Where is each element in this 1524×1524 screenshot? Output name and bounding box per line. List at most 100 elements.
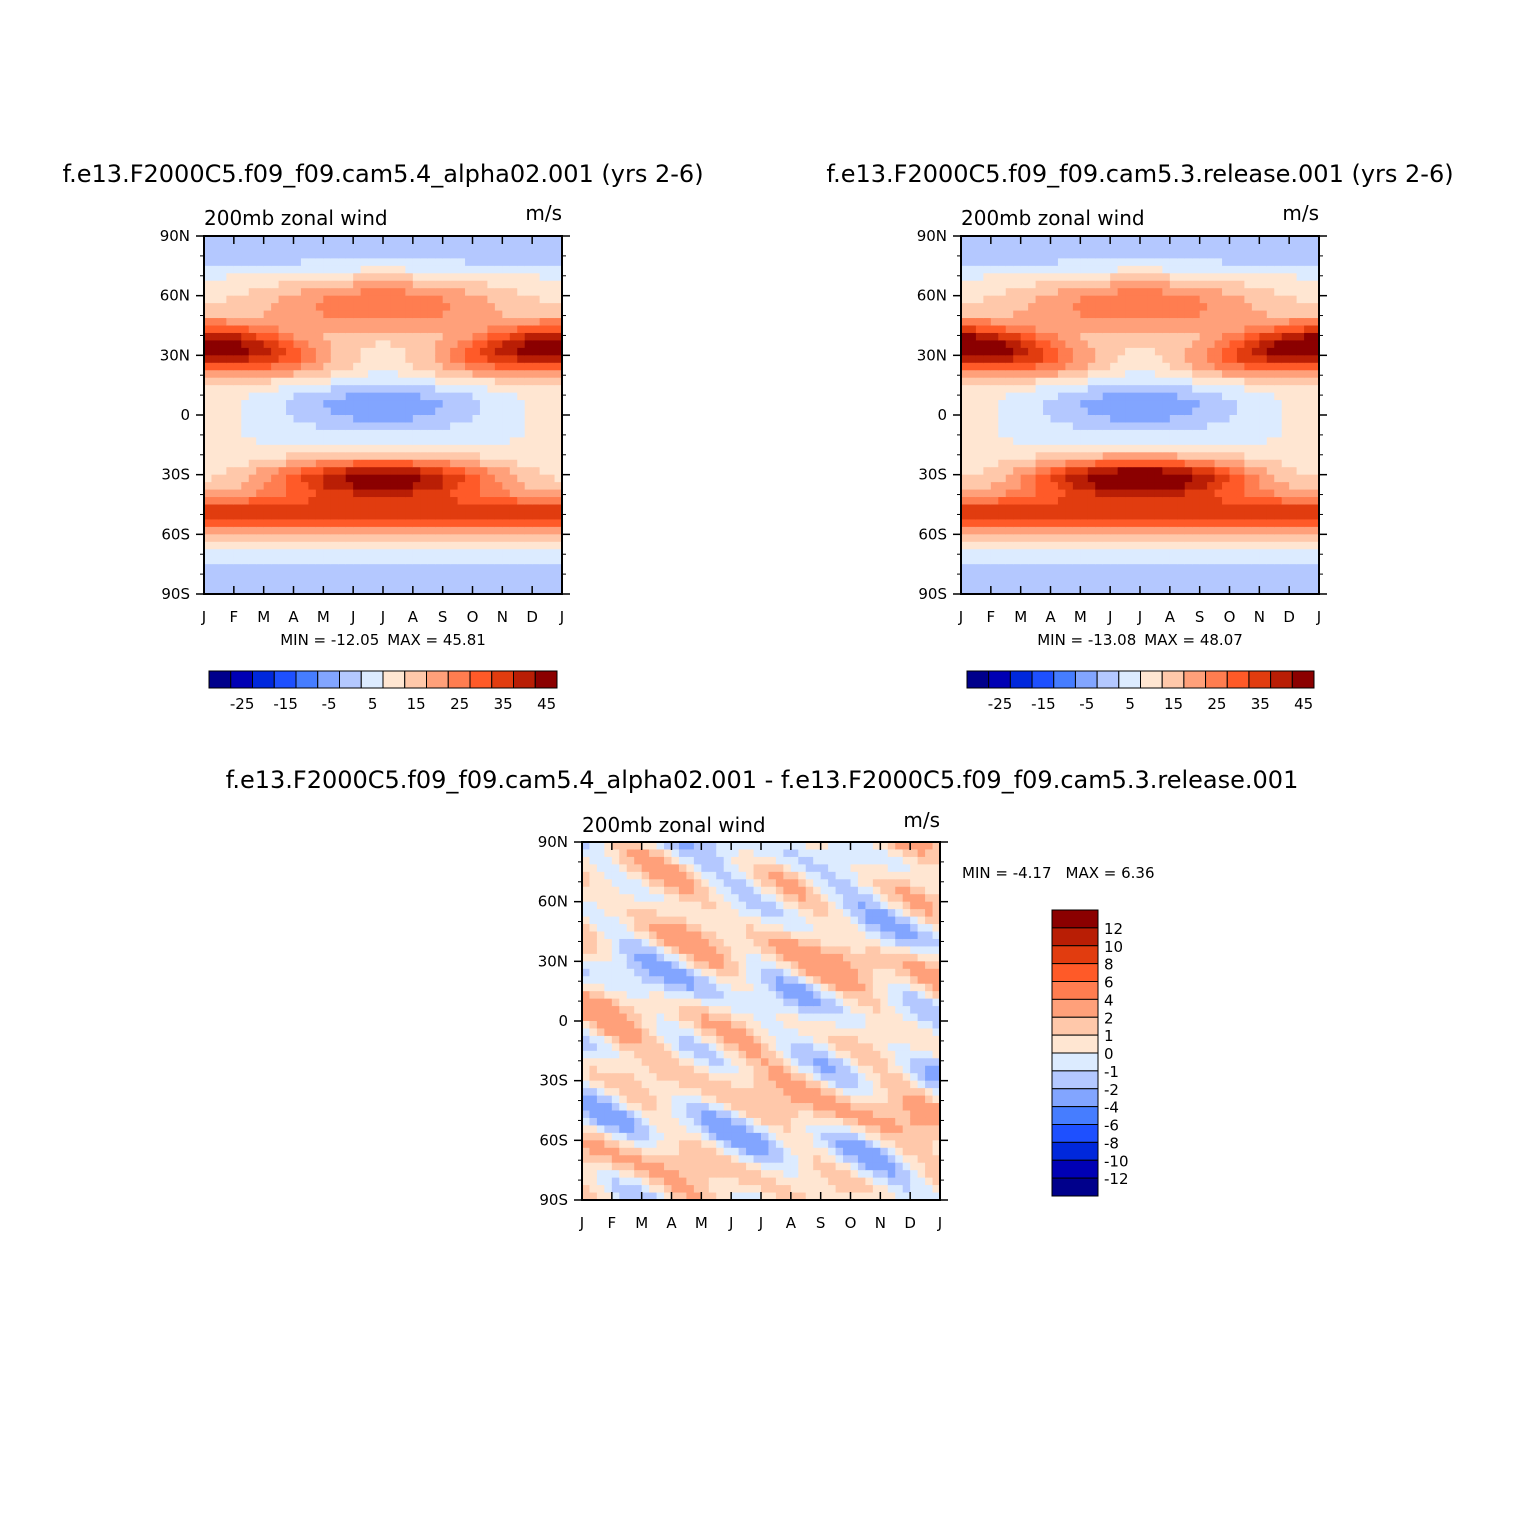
- contour-cell: [479, 362, 489, 371]
- contour-cell: [1199, 571, 1208, 580]
- contour-cell: [1140, 482, 1149, 491]
- contour-cell: [368, 362, 377, 371]
- contour-cell: [1154, 243, 1163, 252]
- contour-cell: [1296, 295, 1305, 304]
- contour-cell: [1169, 325, 1178, 334]
- contour-cell: [226, 526, 235, 535]
- contour-cell: [494, 325, 503, 334]
- contour-cell: [472, 236, 481, 245]
- contour-cell: [1229, 415, 1238, 424]
- contour-cell: [1020, 489, 1029, 498]
- contour-cell: [1140, 497, 1149, 506]
- contour-cell: [983, 429, 992, 438]
- contour-cell: [539, 332, 548, 342]
- contour-cell: [465, 422, 474, 431]
- contour-cell: [233, 258, 242, 267]
- contour-cell: [1274, 280, 1283, 289]
- contour-cell: [1281, 392, 1290, 401]
- contour-cell: [1110, 519, 1119, 528]
- contour-cell: [315, 347, 324, 356]
- contour-cell: [360, 332, 369, 342]
- contour-cell: [1281, 265, 1290, 274]
- contour-cell: [524, 325, 533, 334]
- contour-cell: [1013, 534, 1022, 543]
- contour-cell: [338, 564, 347, 573]
- contour-cell: [405, 564, 414, 573]
- contour-cell: [539, 258, 548, 267]
- contour-cell: [427, 519, 436, 528]
- contour-cell: [1229, 407, 1238, 416]
- colorbar-box: [1053, 670, 1076, 689]
- contour-cell: [1207, 385, 1216, 394]
- contour-cell: [345, 541, 354, 550]
- contour-cell: [353, 280, 362, 289]
- contour-cell: [1005, 549, 1014, 558]
- contour-cell: [226, 258, 235, 267]
- contour-cell: [308, 288, 317, 297]
- contour-cell: [248, 303, 257, 312]
- contour-cell: [968, 489, 977, 498]
- contour-cell: [1117, 385, 1126, 394]
- contour-cell: [271, 459, 280, 468]
- contour-cell: [1125, 265, 1134, 274]
- contour-cell: [308, 541, 317, 550]
- contour-cell: [502, 250, 511, 259]
- contour-cell: [1199, 467, 1208, 476]
- contour-cell: [596, 1043, 605, 1052]
- contour-cell: [323, 273, 332, 282]
- contour-cell: [1087, 467, 1096, 476]
- contour-cell: [1057, 526, 1067, 535]
- contour-cell: [308, 549, 317, 558]
- contour-cell: [218, 362, 227, 371]
- contour-cell: [1132, 519, 1141, 528]
- contour-cell: [1140, 377, 1149, 386]
- contour-cell: [248, 310, 257, 319]
- contour-cell: [1043, 258, 1052, 267]
- contour-cell: [502, 482, 511, 491]
- contour-cell: [1154, 258, 1163, 267]
- contour-cell: [1065, 526, 1074, 535]
- contour-cell: [1050, 437, 1059, 446]
- contour-cell: [457, 519, 466, 528]
- contour-cell: [390, 407, 399, 416]
- contour-cell: [1005, 347, 1014, 356]
- contour-cell: [233, 265, 242, 274]
- contour-cell: [420, 377, 429, 386]
- contour-cell: [1080, 571, 1089, 580]
- contour-cell: [405, 400, 414, 409]
- contour-cell: [1065, 392, 1074, 401]
- contour-cell: [1244, 571, 1253, 580]
- contour-cell: [457, 437, 466, 446]
- contour-cell: [1199, 332, 1208, 342]
- contour-cell: [1065, 579, 1074, 588]
- contour-cell: [968, 340, 977, 349]
- contour-cell: [397, 422, 406, 431]
- contour-cell: [412, 526, 421, 535]
- contour-cell: [1005, 519, 1014, 528]
- contour-cell: [1229, 422, 1238, 431]
- contour-cell: [1147, 422, 1156, 431]
- contour-cell: [1304, 385, 1313, 394]
- contour-cell: [1005, 459, 1014, 468]
- contour-cell: [589, 938, 598, 948]
- contour-cell: [547, 444, 556, 453]
- contour-cell: [1192, 564, 1201, 573]
- contour-cell: [509, 571, 518, 580]
- contour-cell: [1192, 288, 1201, 297]
- contour-cell: [1043, 265, 1052, 274]
- contour-cell: [338, 273, 347, 282]
- contour-cell: [435, 325, 444, 334]
- contour-cell: [323, 511, 332, 521]
- contour-cell: [998, 474, 1007, 483]
- contour-cell: [412, 467, 421, 476]
- contour-cell: [1169, 265, 1178, 274]
- contour-cell: [961, 280, 970, 289]
- contour-cell: [450, 519, 459, 528]
- contour-cell: [1207, 437, 1216, 446]
- contour-cell: [1296, 377, 1305, 386]
- contour-cell: [1281, 564, 1290, 573]
- contour-cell: [256, 265, 265, 274]
- contour-cell: [1229, 541, 1238, 550]
- colorbar-box: [360, 670, 384, 689]
- contour-cell: [998, 273, 1007, 282]
